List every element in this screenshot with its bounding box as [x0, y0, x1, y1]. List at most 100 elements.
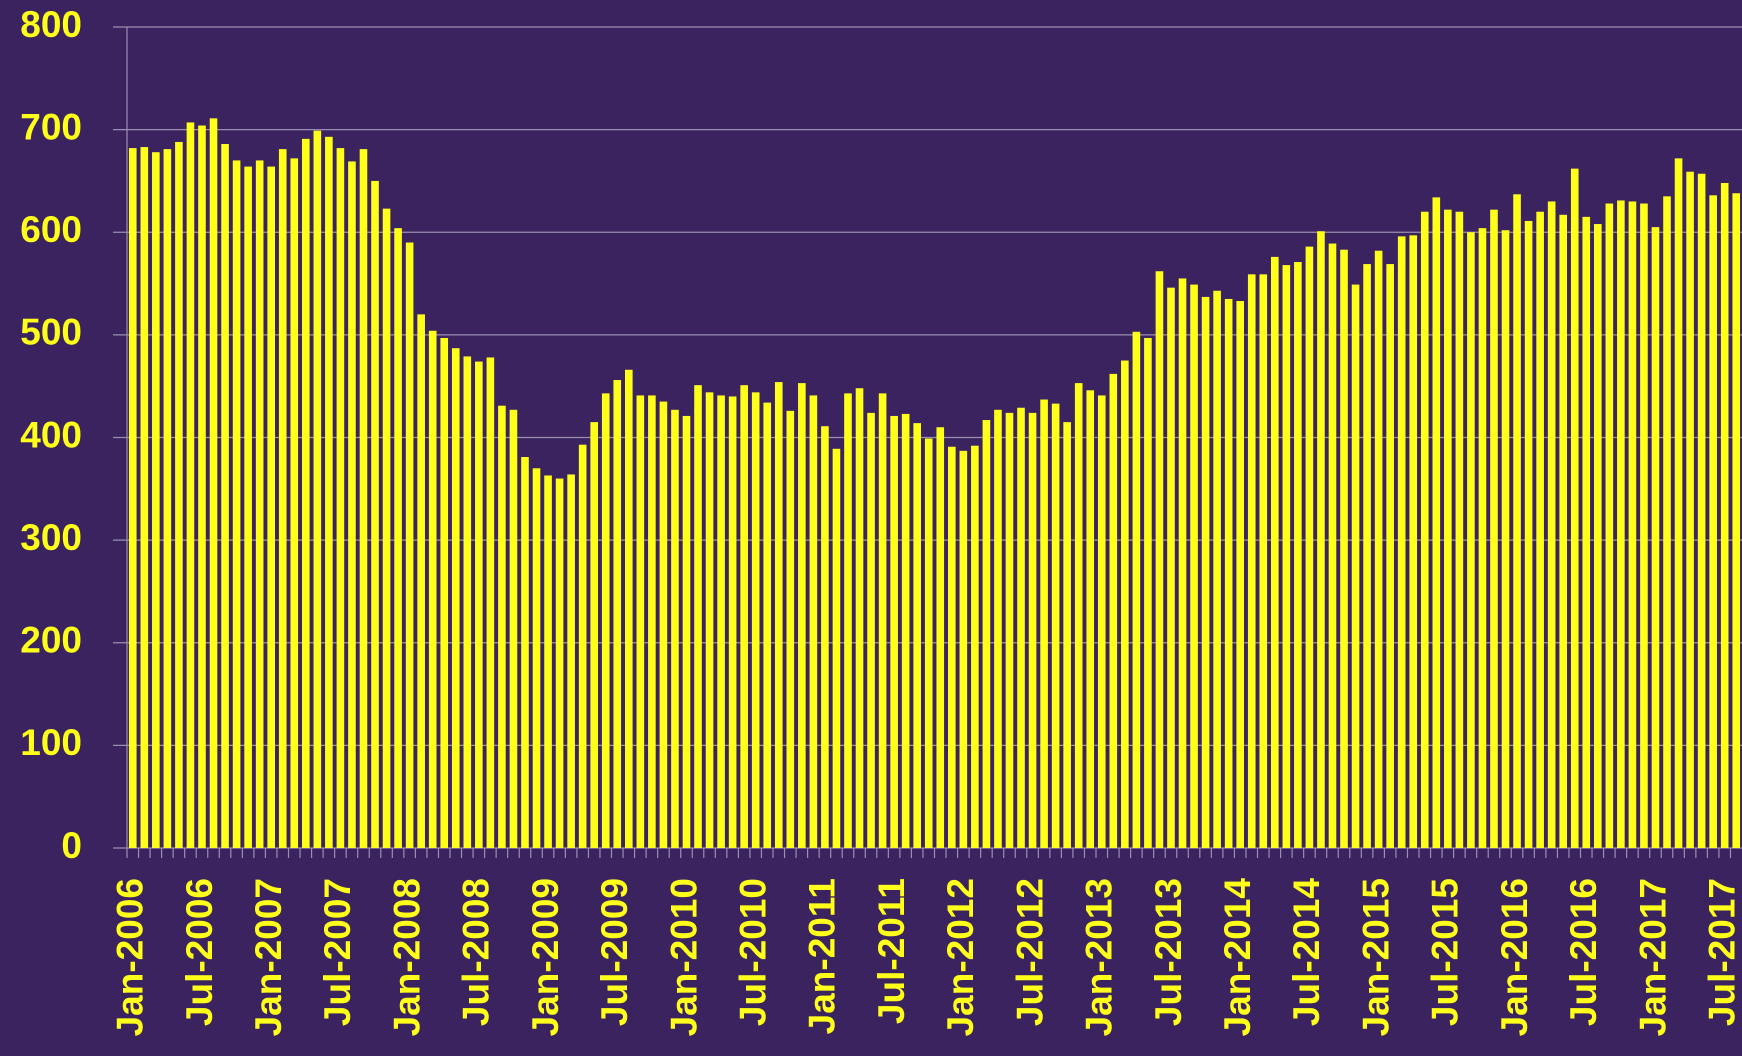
bar: [1524, 220, 1533, 848]
bar: [1167, 287, 1175, 849]
bar: [267, 166, 276, 848]
bar: [325, 136, 333, 849]
bar: [417, 314, 425, 849]
bar: [1017, 407, 1025, 848]
x-tick-label: Jan-2014: [1217, 878, 1258, 1037]
x-tick-label: Jan-2010: [663, 878, 704, 1036]
bar: [128, 148, 137, 848]
bar: [832, 448, 841, 848]
bar: [1097, 395, 1106, 848]
bar: [1536, 211, 1544, 849]
bar: [1501, 230, 1510, 848]
x-tick-label: Jul-2014: [1286, 878, 1327, 1027]
bar: [717, 395, 725, 848]
bar: [774, 382, 783, 848]
bar: [1005, 412, 1014, 848]
bar: [1444, 209, 1452, 849]
bar: [1190, 284, 1198, 848]
bar: [659, 401, 668, 848]
bar: [1109, 373, 1118, 848]
bar: [913, 423, 922, 848]
x-tick-label: Jan-2015: [1355, 878, 1396, 1036]
bar: [290, 158, 299, 849]
x-tick-label: Jan-2008: [386, 878, 427, 1036]
x-tick-label: Jan-2013: [1079, 878, 1120, 1036]
bar: [1063, 422, 1071, 848]
x-tick-label: Jan-2017: [1632, 878, 1673, 1036]
x-tick-label: Jul-2010: [732, 878, 773, 1026]
bar: [636, 395, 645, 848]
bar: [1478, 228, 1487, 848]
bar: [567, 474, 575, 848]
bar: [809, 395, 818, 848]
bar: [1697, 173, 1706, 848]
bar: [890, 415, 898, 848]
bar: [1132, 331, 1141, 848]
bar: [463, 356, 472, 848]
bar: [348, 161, 356, 849]
bar: [1651, 227, 1660, 848]
bar: [1490, 209, 1498, 849]
y-tick-label: 600: [20, 209, 82, 250]
x-tick-label: Jan-2009: [525, 878, 566, 1036]
bar: [601, 393, 610, 848]
x-tick-label: Jan-2011: [802, 878, 843, 1034]
bar: [1720, 182, 1729, 849]
bar: [1144, 337, 1152, 848]
bar: [382, 208, 391, 849]
bar: [1374, 250, 1383, 848]
bar: [509, 409, 518, 848]
bar: [1455, 211, 1464, 849]
bar: [498, 405, 506, 848]
bar: [532, 468, 541, 848]
bar: [1640, 203, 1648, 848]
bar: [140, 147, 149, 849]
bar: [1259, 274, 1268, 848]
bar: [844, 393, 852, 848]
y-tick-label: 0: [61, 825, 82, 866]
bar: [1559, 214, 1568, 848]
bar: [221, 143, 229, 848]
bar: [1247, 274, 1256, 848]
bar: [763, 402, 772, 848]
bar: [1593, 224, 1602, 849]
bar: [786, 410, 795, 848]
bar: [1028, 412, 1037, 848]
bar: [163, 149, 172, 848]
x-tick-label: Jul-2012: [1009, 878, 1050, 1026]
bar: [798, 383, 806, 848]
bar: [1294, 262, 1302, 849]
bar: [1732, 193, 1741, 848]
bar: [1074, 383, 1083, 848]
bar: [1663, 196, 1671, 849]
bar: [440, 337, 449, 848]
bar: [1628, 201, 1637, 848]
bar: [175, 141, 183, 848]
bar: [428, 330, 437, 848]
bar: [1224, 298, 1233, 848]
x-tick-label: Jul-2009: [594, 878, 635, 1026]
bar: [255, 160, 264, 849]
bar: [521, 456, 529, 848]
bar: [1270, 256, 1279, 848]
bar: [613, 380, 622, 848]
bar: [1121, 360, 1129, 848]
x-tick-label: Jul-2007: [317, 878, 358, 1026]
bar: [682, 415, 691, 848]
bar: [451, 348, 460, 848]
x-tick-label: Jul-2017: [1701, 878, 1742, 1026]
y-tick-label: 100: [20, 722, 82, 763]
bar: [1155, 271, 1164, 848]
bar: [878, 393, 887, 848]
bar: [1051, 403, 1060, 848]
bar: [1351, 284, 1360, 848]
x-tick-label: Jan-2006: [110, 878, 151, 1036]
bar: [982, 420, 991, 848]
x-tick-label: Jul-2008: [456, 878, 497, 1026]
bar: [1213, 290, 1221, 849]
y-tick-label: 700: [20, 106, 82, 147]
x-tick-label: Jul-2011: [871, 878, 912, 1024]
x-tick-label: Jan-2012: [940, 878, 981, 1036]
bar: [278, 149, 287, 848]
y-tick-label: 800: [20, 4, 82, 45]
